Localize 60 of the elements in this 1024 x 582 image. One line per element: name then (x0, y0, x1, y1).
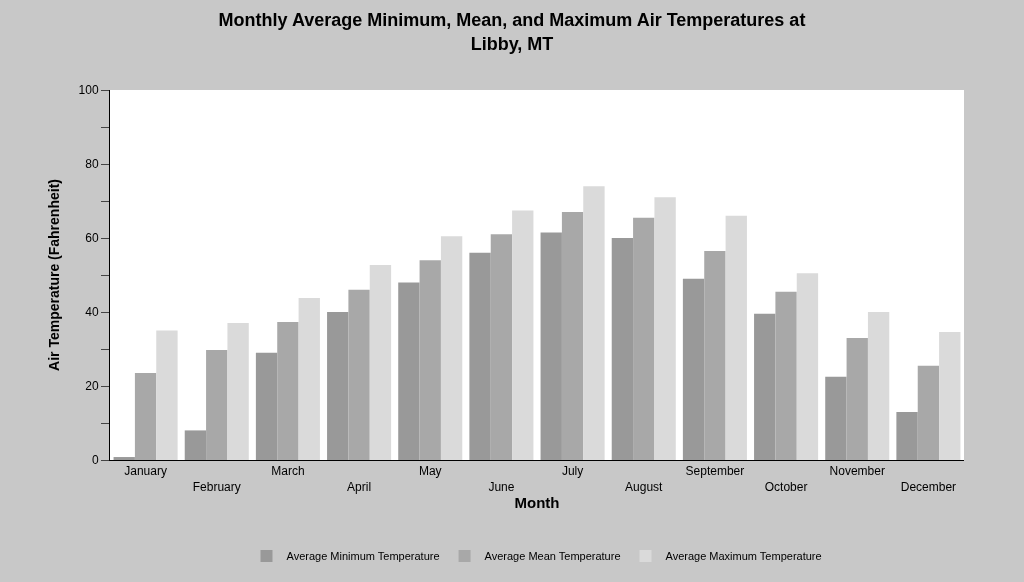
bar (327, 312, 349, 460)
bar (896, 411, 918, 460)
bar (583, 186, 605, 460)
x-tick-label: December (900, 480, 957, 494)
bar (917, 365, 940, 460)
y-tick-label: 0 (91, 453, 99, 468)
x-tick-label: November (829, 464, 885, 479)
bar (369, 265, 392, 460)
bar (846, 337, 868, 460)
y-axis-title: Air Temperature (Fahrenheit) (46, 179, 63, 371)
x-tick-label: February (192, 480, 241, 494)
x-tick-label: August (625, 480, 664, 494)
x-tick-label: May (418, 464, 442, 479)
x-tick-label: June (488, 480, 515, 494)
bar (867, 312, 890, 460)
y-tick-label: 60 (85, 231, 99, 246)
bar (298, 297, 320, 460)
x-tick-label: October (764, 480, 808, 494)
legend-label: Average Mean Temperature (484, 550, 621, 563)
x-tick-label: January (124, 464, 167, 479)
y-tick-label: 40 (85, 305, 99, 320)
bar (348, 289, 370, 460)
bar (206, 350, 228, 460)
bar (939, 331, 961, 460)
chart-title: Monthly Average Minimum, Mean, and Maximum Air Temperatures at Libby, MT (218, 10, 806, 54)
bar (134, 373, 157, 460)
bar (277, 321, 299, 460)
bar (227, 323, 249, 460)
bar (611, 238, 634, 460)
legend-label: Average Minimum Temperature (286, 550, 440, 563)
bar (654, 197, 676, 460)
bar (682, 278, 705, 460)
y-tick-label: 100 (78, 83, 99, 98)
bar (156, 330, 178, 460)
x-axis-title: Month (514, 494, 560, 511)
bar (633, 217, 655, 460)
bar (754, 313, 776, 460)
y-tick-label: 80 (85, 157, 99, 172)
bar (398, 282, 420, 460)
bar (184, 430, 207, 460)
bar (704, 250, 726, 460)
bar (113, 457, 135, 460)
bar (512, 210, 534, 460)
bar (469, 252, 491, 460)
bar (796, 273, 819, 460)
y-tick-label: 20 (85, 379, 99, 394)
x-tick-label: September (685, 464, 745, 479)
x-tick-label: March (271, 464, 305, 479)
bar (725, 215, 747, 460)
x-tick-label: April (347, 480, 372, 494)
bar (775, 291, 797, 460)
legend-label: Average Maximum Temperature (665, 550, 822, 563)
x-tick-label: July (561, 464, 584, 479)
bar (825, 376, 847, 460)
bar (561, 212, 584, 460)
bar (440, 236, 463, 460)
bar (540, 232, 562, 460)
bar (419, 260, 441, 460)
bar (490, 234, 513, 460)
bar (255, 352, 278, 460)
